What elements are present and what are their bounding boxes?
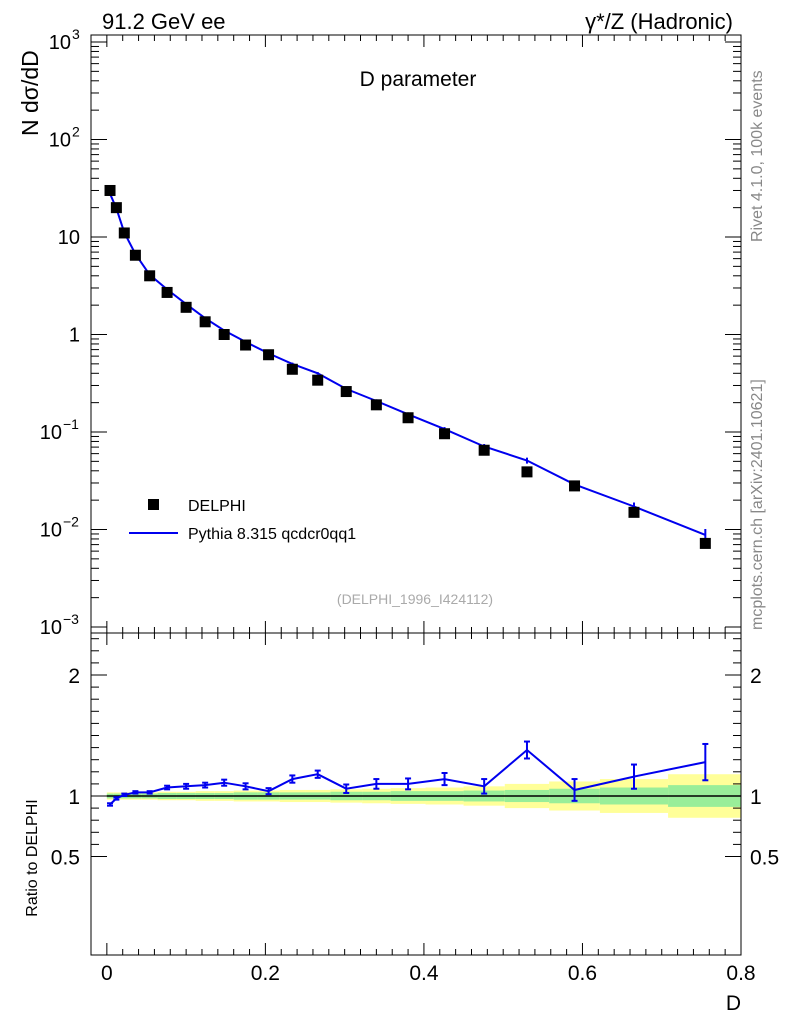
data-point — [478, 444, 490, 456]
main-plot-panel: D parameter N dσ/dD (DELPHI_1996_I424112… — [17, 26, 742, 639]
y-tick-label: 1 — [69, 325, 80, 347]
y-tick-exponent: 3 — [72, 26, 80, 42]
x-tick-label: 0.8 — [726, 962, 755, 985]
ratio-y-tick-label-left: 0.5 — [51, 847, 80, 870]
ratio-y-tick-label-left: 2 — [68, 665, 80, 688]
y-tick-label: 10 — [40, 520, 62, 542]
y-tick-exponent: −3 — [63, 611, 79, 627]
x-tick-label: 0.2 — [251, 962, 280, 985]
data-point — [161, 286, 173, 298]
y-tick-label: 10 — [49, 130, 71, 152]
y-tick-exponent: 2 — [72, 124, 80, 140]
data-point — [521, 466, 533, 478]
x-tick-label: 0 — [101, 962, 113, 985]
mc-line — [109, 193, 706, 536]
x-tick-label: 0.6 — [568, 962, 597, 985]
analysis-label: (DELPHI_1996_I424112) — [337, 591, 493, 607]
y-axis-label: N dσ/dD — [17, 50, 43, 136]
data-point — [144, 270, 156, 282]
mcplots-label: mcplots.cern.ch [arXiv:2401.10621] — [749, 379, 766, 630]
ratio-plot-panel: 0.5 0.51 12 20 0.2 0.4 0.6 0.8 Ratio to DELPHI … — [24, 632, 779, 1015]
x-tick-label: 0.4 — [409, 962, 439, 985]
data-point — [569, 480, 581, 492]
y-tick-label: 10 — [58, 227, 80, 249]
data-point — [263, 349, 275, 361]
y-tick-label: 10 — [40, 422, 62, 444]
y-tick-exponent: −2 — [63, 514, 79, 530]
data-point — [118, 227, 130, 239]
data-point — [628, 506, 640, 518]
data-point — [370, 399, 382, 411]
ratio-y-tick-label-right: 2 — [750, 665, 762, 688]
data-point — [240, 339, 252, 351]
ratio-y-axis-label: Ratio to DELPHI — [24, 799, 41, 916]
legend-mc-label: Pythia 8.315 qcdcr0qq1 — [188, 526, 356, 543]
ratio-y-tick-label-right: 0.5 — [750, 847, 779, 870]
legend-data-label: DELPHI — [188, 498, 246, 515]
data-point — [110, 202, 122, 214]
plot-title: D parameter — [360, 68, 477, 91]
y-tick-exponent: −1 — [63, 416, 79, 432]
data-point — [218, 329, 230, 340]
lower-frame — [90, 632, 742, 956]
data-point — [699, 537, 711, 549]
data-point — [340, 386, 352, 398]
upper-frame — [90, 34, 742, 634]
legend: DELPHI Pythia 8.315 qcdcr0qq1 — [129, 498, 356, 543]
data-point — [104, 184, 116, 196]
x-axis-label: D — [726, 992, 741, 1015]
ratio-line — [109, 748, 706, 806]
process-title: γ*/Z (Hadronic) — [585, 9, 733, 34]
data-point — [129, 249, 141, 261]
ratio-y-tick-label-right: 1 — [750, 786, 762, 809]
data-point — [199, 316, 211, 328]
rivet-version-label: Rivet 4.1.0, 100k events — [749, 70, 766, 242]
energy-title: 91.2 GeV ee — [102, 9, 226, 34]
data-point — [286, 363, 298, 375]
y-tick-label: 10 — [40, 617, 62, 639]
y-tick-label: 10 — [49, 32, 71, 54]
data-point — [180, 301, 192, 313]
data-point — [402, 412, 414, 424]
ratio-y-tick-label-left: 1 — [68, 786, 80, 809]
data-point — [439, 428, 451, 440]
data-point — [312, 374, 324, 386]
legend-data-marker — [148, 499, 159, 510]
